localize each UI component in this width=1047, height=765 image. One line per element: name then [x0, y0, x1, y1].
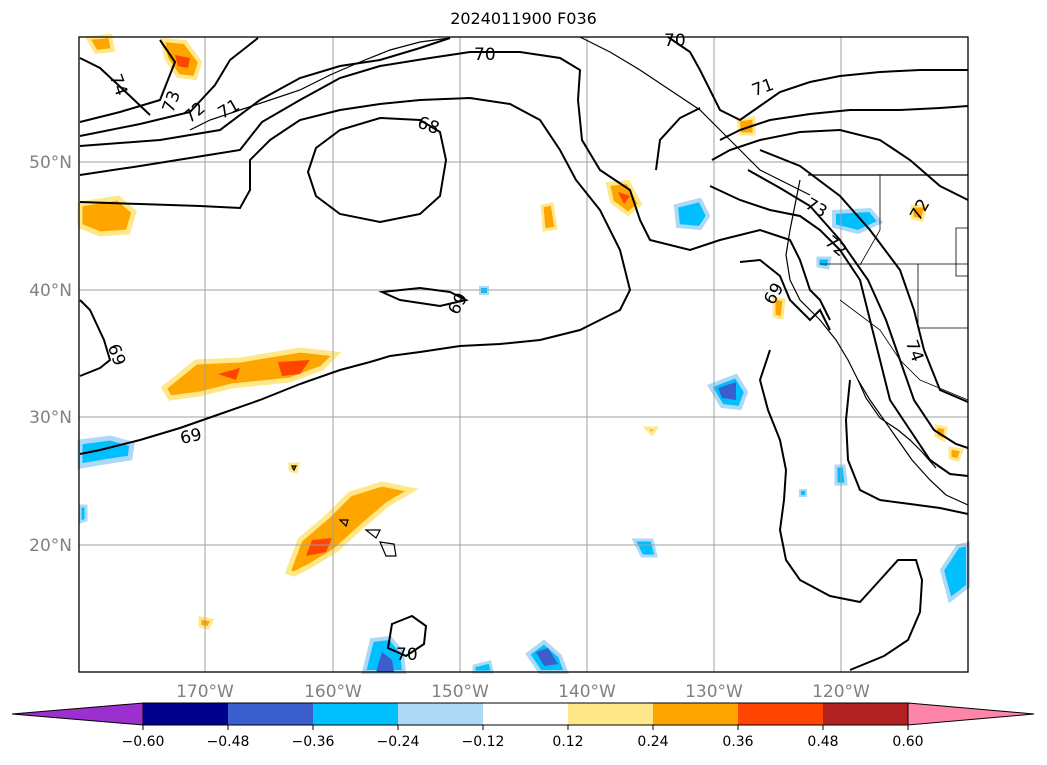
contour-label: 69: [103, 341, 129, 368]
lon-label: 120°W: [812, 682, 870, 702]
contour-label: 69: [178, 425, 203, 449]
contour-low: [758, 349, 924, 671]
contour-68: [306, 116, 448, 224]
colorbar-tick-label: 0.36: [722, 734, 753, 750]
contour-71: [79, 37, 451, 147]
contour-label: 70: [474, 45, 496, 65]
lon-label: 130°W: [685, 682, 743, 702]
lat-label: 50°N: [29, 153, 72, 173]
colorbar-segment: [823, 703, 908, 725]
hot-patch: [175, 55, 190, 68]
colorbar-tick-label: 0.60: [892, 734, 923, 750]
contour-label: 73: [802, 194, 831, 222]
contour-east1: [667, 36, 968, 122]
latitude-labels: 50°N 40°N 30°N 20°N: [29, 153, 72, 556]
colorbar-segment: [143, 703, 228, 725]
contour-69b: [378, 286, 469, 308]
lat-label: 20°N: [29, 536, 72, 556]
map-frame: [78, 36, 969, 673]
cold-patch: [673, 197, 711, 231]
longitude-labels: 170°W 160°W 150°W 140°W 130°W 120°W: [176, 682, 870, 702]
contour-east6: [759, 149, 969, 403]
colorbar-tick-label: −0.60: [122, 734, 165, 750]
contours: [79, 36, 969, 671]
contour-label: 72: [906, 196, 934, 225]
contour-east5: [747, 169, 969, 449]
contour-east2: [719, 105, 969, 141]
colorbar-tick-label: 0.12: [552, 734, 583, 750]
hot-patch: [618, 192, 630, 204]
warm-patch: [77, 195, 137, 237]
lon-label: 150°W: [431, 682, 489, 702]
graticule: [79, 37, 968, 672]
contour-69: [79, 299, 112, 377]
hot-patch: [218, 368, 240, 380]
colorbar-segment: [738, 703, 823, 725]
colorbar-segment: [483, 703, 568, 725]
contour-73: [79, 39, 177, 123]
warm-patch: [160, 347, 342, 401]
contour-east7: [844, 379, 969, 515]
colorbar-tick-label: 0.48: [807, 734, 838, 750]
colorbar-tick-label: −0.24: [377, 734, 420, 750]
cold-core: [536, 648, 558, 666]
warm-patch: [284, 481, 419, 577]
lon-label: 170°W: [176, 682, 234, 702]
contour-labels: 74 73 72 71 70 68 69 69 69 71 73 72 74 6…: [103, 31, 934, 665]
colorbar-segment: [653, 703, 738, 725]
lon-label: 140°W: [558, 682, 616, 702]
contour-east4: [709, 185, 969, 477]
cold-patch: [799, 489, 807, 497]
coastlines: [189, 36, 969, 557]
colorbar-segment: [313, 703, 398, 725]
map-title: 2024011900 F036: [450, 9, 597, 28]
cold-core: [376, 652, 394, 672]
colorbar-tick-label: −0.48: [207, 734, 250, 750]
colorbar-extend-low: [11, 702, 144, 726]
lat-label: 30°N: [29, 408, 72, 428]
contour-label: 70: [396, 645, 418, 665]
cold-patch: [832, 207, 884, 235]
warm-patch: [948, 446, 965, 462]
contour-label: 71: [215, 95, 244, 123]
cold-patch: [78, 504, 88, 525]
colorbar-outline: [142, 702, 909, 726]
cold-patch: [939, 541, 970, 604]
colorbar-tick-label: −0.12: [462, 734, 505, 750]
contour-70a: [79, 51, 831, 321]
contour-label: 69: [444, 290, 472, 319]
contour-70c: [386, 614, 428, 658]
contour-label: 68: [415, 113, 442, 139]
contour-label: 74: [901, 337, 927, 364]
cold-patch: [816, 256, 832, 270]
colorbar-segment: [398, 703, 483, 725]
warm-patch: [198, 616, 215, 630]
colorbar-tick-label: 0.24: [637, 734, 668, 750]
colorbar-segment: [568, 703, 653, 725]
contour-69c: [739, 258, 831, 331]
cold-core: [718, 382, 736, 400]
contour-east3: [711, 128, 969, 201]
hot-patch: [278, 360, 310, 376]
anomaly-fills: [77, 33, 970, 674]
contour-label: 70: [664, 31, 686, 51]
contour-70b: [79, 96, 632, 455]
colorbar-extend-high: [907, 702, 1035, 726]
warm-patch: [910, 204, 928, 222]
warm-patch: [642, 426, 659, 437]
lat-label: 40°N: [29, 281, 72, 301]
warm-patch: [540, 202, 558, 232]
hot-patch: [306, 538, 332, 556]
contour-loop: [655, 107, 701, 171]
warm-patch: [84, 33, 116, 55]
warm-patch: [772, 296, 786, 320]
cold-patch: [631, 538, 658, 558]
colorbar: −0.60 −0.48 −0.36 −0.24 −0.12 0.12 0.24 0.36 0.4…: [11, 702, 1035, 750]
colorbar-tick-label: −0.36: [292, 734, 335, 750]
lon-label: 160°W: [304, 682, 362, 702]
contour-72: [79, 37, 259, 137]
cold-patch: [472, 660, 494, 674]
colorbar-segment: [228, 703, 313, 725]
